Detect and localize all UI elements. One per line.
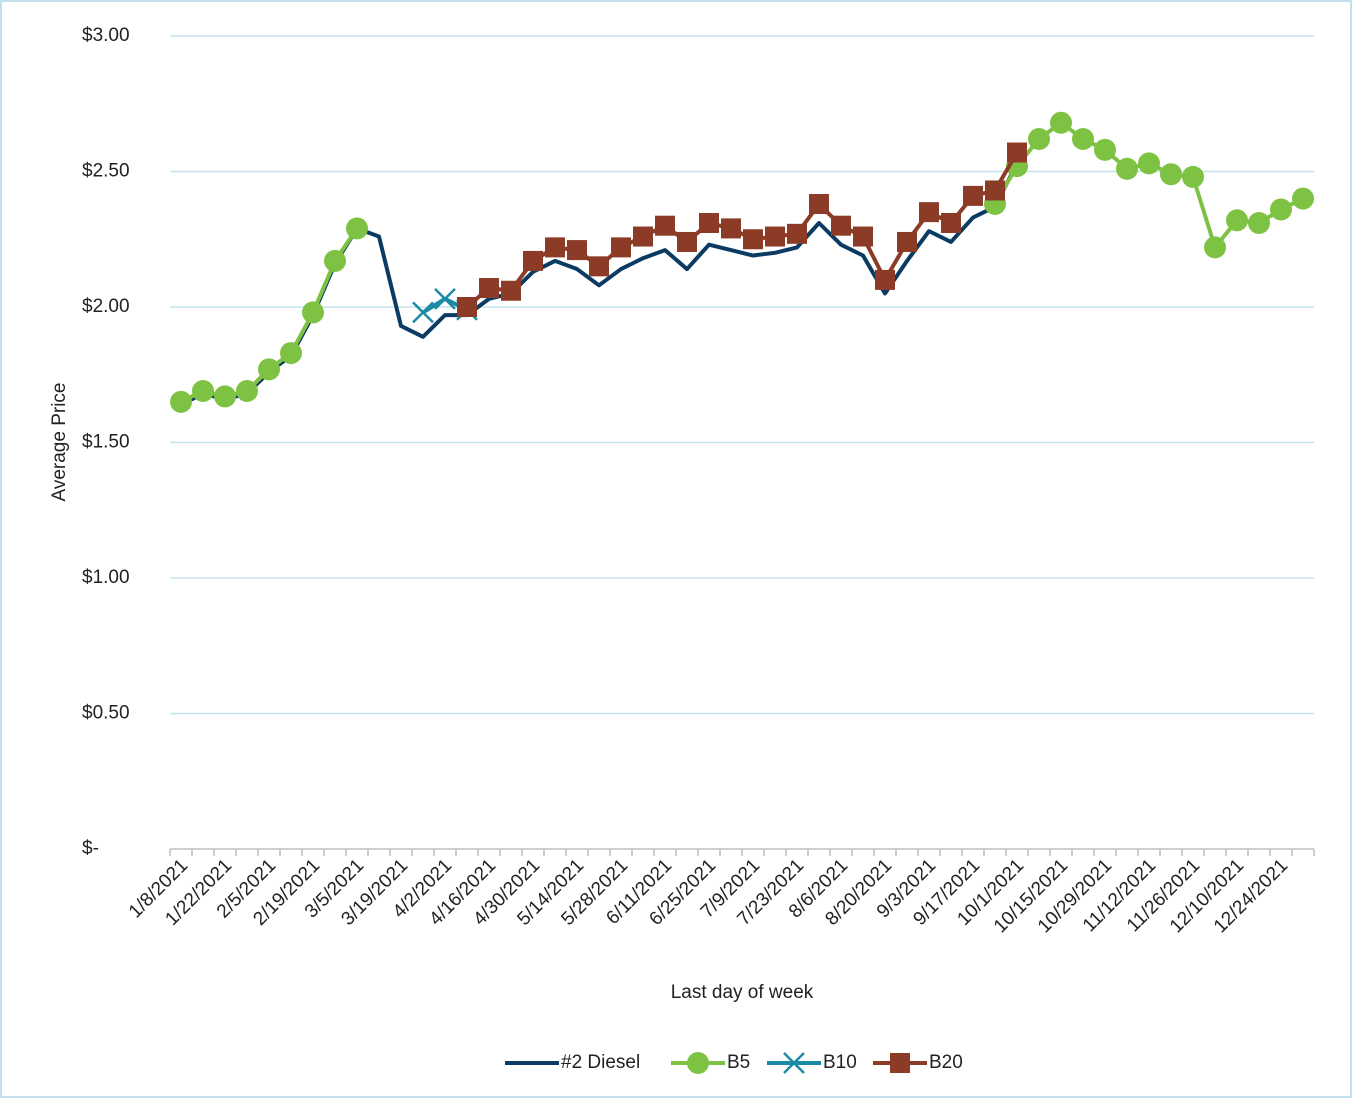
point <box>699 212 719 233</box>
y-tick-label: $0.50 <box>82 703 130 724</box>
point <box>809 194 829 215</box>
point <box>687 1052 709 1074</box>
legend-label: B20 <box>929 1052 963 1073</box>
point <box>1050 111 1072 134</box>
point <box>1138 152 1160 175</box>
point <box>743 229 763 250</box>
point <box>985 180 1005 201</box>
point <box>897 231 917 252</box>
point <box>280 342 302 365</box>
point <box>1160 163 1182 186</box>
point <box>721 218 741 239</box>
point <box>567 240 587 261</box>
point <box>170 390 192 413</box>
point <box>545 237 565 258</box>
point <box>501 280 521 301</box>
point <box>765 226 785 247</box>
point <box>434 287 456 310</box>
point <box>479 278 499 299</box>
point <box>1182 165 1204 188</box>
y-tick-label: $1.00 <box>82 567 130 588</box>
x-axis-label: Last day of week <box>671 982 814 1003</box>
point <box>236 380 258 403</box>
y-tick-label: $2.50 <box>82 161 130 182</box>
point <box>1094 138 1116 161</box>
point <box>1204 236 1226 259</box>
point <box>831 215 851 236</box>
y-tick-label: $2.00 <box>82 296 130 317</box>
point <box>1292 187 1314 210</box>
point <box>890 1053 910 1073</box>
y-tick-label: $3.00 <box>82 25 130 46</box>
point <box>214 385 236 408</box>
point <box>1116 157 1138 180</box>
point <box>258 358 280 381</box>
legend-label: B10 <box>823 1052 857 1073</box>
point <box>302 301 324 324</box>
point <box>457 297 477 317</box>
legend-label: B5 <box>727 1052 750 1073</box>
point <box>523 250 543 271</box>
point <box>1270 198 1292 221</box>
point <box>1007 142 1027 163</box>
point <box>324 249 346 272</box>
point <box>633 226 653 247</box>
point <box>1072 127 1094 150</box>
legend: #2 Diesel B5 B10 B20 <box>505 1052 963 1074</box>
point <box>783 1052 805 1074</box>
point <box>787 223 807 244</box>
point <box>677 231 697 252</box>
point <box>941 212 961 233</box>
point <box>589 256 609 277</box>
y-axis-label: Average Price <box>49 383 70 502</box>
y-tick-label: $1.50 <box>82 432 130 453</box>
y-tick-label: $- <box>82 838 99 859</box>
point <box>611 237 631 258</box>
point <box>853 226 873 247</box>
point <box>963 185 983 206</box>
point <box>1226 209 1248 232</box>
point <box>346 217 368 240</box>
point <box>1028 127 1050 150</box>
legend-label: #2 Diesel <box>561 1052 640 1073</box>
point <box>192 380 214 403</box>
point <box>412 301 434 324</box>
point <box>1248 211 1270 234</box>
point <box>655 215 675 236</box>
point <box>875 269 895 290</box>
point <box>919 202 939 223</box>
